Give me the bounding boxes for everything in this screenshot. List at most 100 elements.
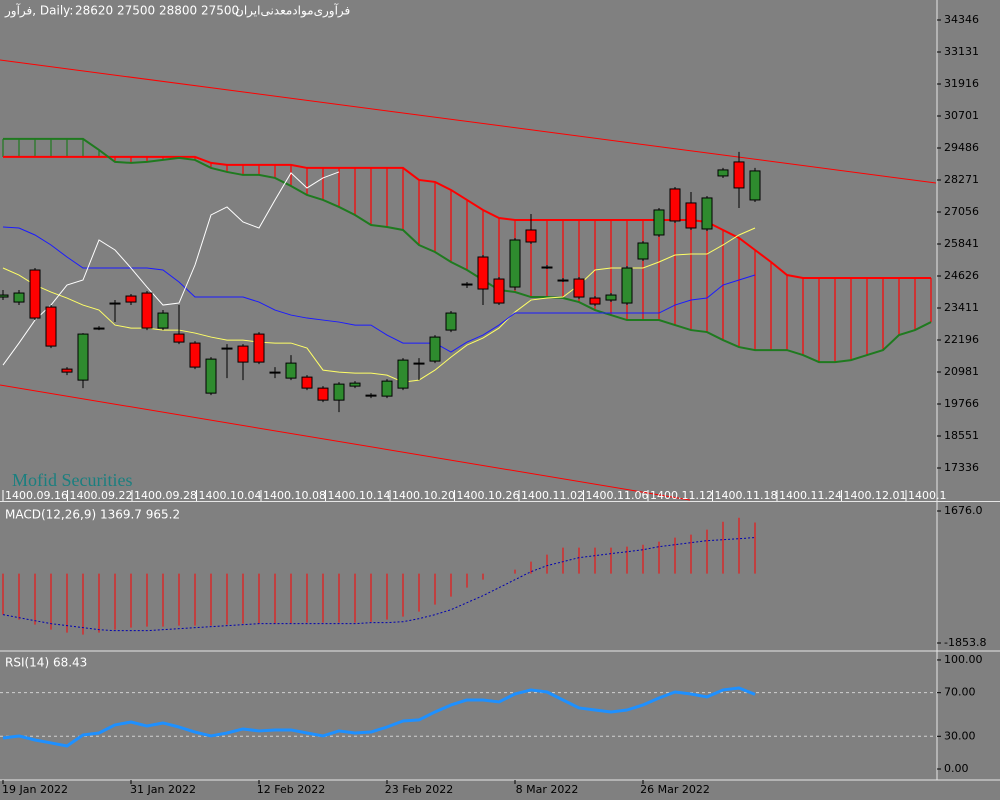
- y-tick-label: 22196: [944, 333, 979, 346]
- date-label: 1400.09.22: [70, 489, 133, 502]
- rsi-title: RSI(14) 68.43: [5, 656, 87, 670]
- symbol: فرآور, Daily:: [4, 3, 73, 19]
- date-label: 1400.11.18: [715, 489, 778, 502]
- candle-body: [93, 327, 105, 330]
- instrument-name: فرآوری‌موادمعدنی‌ایران: [235, 3, 350, 19]
- date-label: 1400.11.12: [650, 489, 713, 502]
- candle-body: [125, 295, 137, 303]
- candle-body: [381, 380, 393, 397]
- y-tick-label: 28271: [944, 173, 979, 186]
- candle-body: [733, 161, 745, 189]
- y-tick-label: 1676.0: [944, 504, 983, 517]
- y-tick-label: 31916: [944, 77, 979, 90]
- candle-body: [573, 278, 585, 298]
- trend-line: [0, 384, 691, 501]
- indicator-line: [2, 537, 756, 632]
- date-label: 1400.10.20: [392, 489, 455, 502]
- candle-body: [269, 371, 281, 374]
- candle-body: [173, 333, 185, 343]
- x-tick-label: 23 Feb 2022: [385, 783, 453, 796]
- y-tick-label: 18551: [944, 429, 979, 442]
- candle-body: [605, 294, 617, 301]
- candle-body: [157, 312, 169, 329]
- y-tick-label: 17336: [944, 461, 979, 474]
- candle-body: [237, 345, 249, 363]
- candle-body: [397, 359, 409, 389]
- date-label: 1400.1: [908, 489, 947, 502]
- watermark: Mofid Securities: [12, 470, 132, 490]
- candle-body: [461, 283, 473, 286]
- indicator-line: [3, 155, 931, 280]
- candle-body: [109, 302, 121, 305]
- y-tick-label: 34346: [944, 13, 979, 26]
- indicator-line: [3, 137, 932, 364]
- candle-body: [429, 336, 441, 362]
- trend-line: [0, 59, 937, 184]
- candle-body: [717, 169, 729, 177]
- y-tick-label: 23411: [944, 301, 979, 314]
- date-label: 1400.09.28: [134, 489, 197, 502]
- date-label: 1400.11.02: [521, 489, 584, 502]
- candle-body: [413, 362, 425, 365]
- candle-body: [61, 368, 73, 373]
- candle-body: [77, 333, 89, 381]
- date-label: 1400.12.01: [844, 489, 907, 502]
- candle-body: [669, 188, 681, 222]
- candle-body: [541, 266, 553, 269]
- date-label: 1400.10.08: [263, 489, 326, 502]
- ohlc: 28620 27500 28800 27500: [75, 4, 239, 18]
- date-label: 1400.10.04: [199, 489, 262, 502]
- date-label: 1400.09.16: [5, 489, 68, 502]
- candle-body: [477, 256, 489, 290]
- x-tick-label: 26 Mar 2022: [640, 783, 710, 796]
- candle-body: [253, 333, 265, 363]
- y-tick-label: 24626: [944, 269, 979, 282]
- candle-body: [493, 278, 505, 304]
- indicator-line: [2, 171, 340, 366]
- candle-body: [301, 376, 313, 389]
- y-tick-label: 27056: [944, 205, 979, 218]
- y-tick-label: 20981: [944, 365, 979, 378]
- candle-body: [365, 394, 377, 397]
- y-tick-label: 29486: [944, 141, 979, 154]
- candle-body: [621, 267, 633, 304]
- candle-body: [317, 387, 329, 401]
- candle-body: [333, 383, 345, 401]
- candle-body: [509, 239, 521, 288]
- candle-body: [653, 209, 665, 236]
- candle-body: [221, 347, 233, 350]
- candle-body: [45, 306, 57, 347]
- candle-body: [29, 269, 41, 319]
- y-tick-label: 19766: [944, 397, 979, 410]
- date-label: 1400.10.26: [457, 489, 520, 502]
- candle-body: [557, 279, 569, 282]
- y-tick-label: -1853.8: [944, 636, 986, 649]
- date-label: 1400.10.14: [328, 489, 391, 502]
- candle-body: [205, 358, 217, 394]
- x-tick-label: 19 Jan 2022: [2, 783, 68, 796]
- indicator-line: [2, 686, 756, 748]
- date-label: 1400.11.24: [779, 489, 842, 502]
- y-tick-label: 100.00: [944, 653, 983, 666]
- y-tick-label: 30.00: [944, 729, 976, 742]
- x-tick-label: 31 Jan 2022: [130, 783, 196, 796]
- y-tick-label: 25841: [944, 237, 979, 250]
- candle-body: [525, 229, 537, 243]
- candle-body: [589, 297, 601, 305]
- x-tick-label: 12 Feb 2022: [257, 783, 325, 796]
- candle-body: [189, 342, 201, 368]
- candle-body: [285, 362, 297, 379]
- y-tick-label: 33131: [944, 45, 979, 58]
- candle-body: [13, 292, 25, 303]
- macd-title: MACD(12,26,9) 1369.7 965.2: [5, 508, 180, 522]
- candle-body: [701, 197, 713, 230]
- candle-body: [0, 294, 9, 298]
- candle-body: [445, 312, 457, 331]
- y-tick-label: 70.00: [944, 686, 976, 699]
- indicator-line: [2, 226, 756, 353]
- date-label: 1400.11.06: [586, 489, 649, 502]
- x-tick-label: 8 Mar 2022: [516, 783, 579, 796]
- y-tick-label: 0.00: [944, 762, 969, 775]
